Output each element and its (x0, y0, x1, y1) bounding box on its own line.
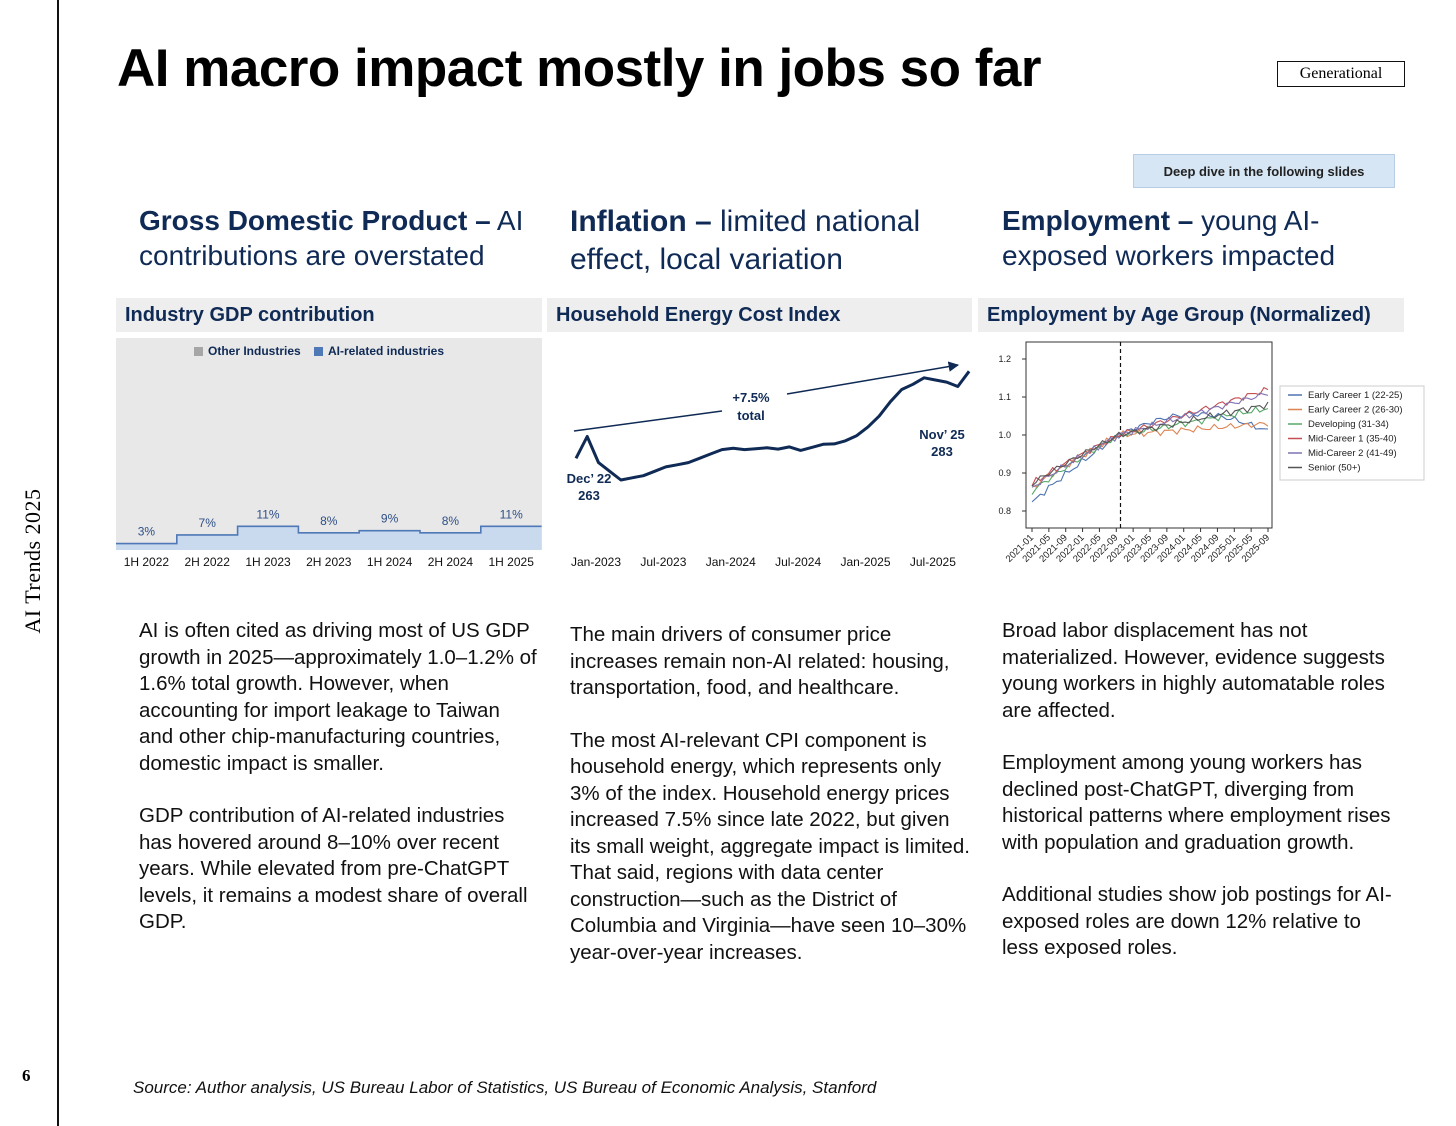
gdp-x-tick-label: 1H 2025 (489, 555, 535, 569)
trend-arrow-right (786, 361, 960, 395)
employment-y-tick-label: 0.8 (998, 506, 1011, 516)
gdp-data-label: 8% (442, 514, 460, 528)
energy-x-tick-label: Jan-2025 (840, 555, 890, 569)
gdp-x-tick-label: 1H 2022 (124, 555, 170, 569)
end-point-value: 283 (931, 444, 953, 459)
energy-x-tick-label: Jul-2025 (910, 555, 956, 569)
total-change-sublabel: total (737, 408, 764, 423)
gdp-data-label: 7% (199, 516, 217, 530)
gdp-x-tick-label: 1H 2024 (367, 555, 413, 569)
energy-chart-title: Household Energy Cost Index (547, 298, 972, 332)
legend-swatch-other (194, 347, 203, 356)
employment-heading: Employment – young AI-exposed workers im… (1002, 203, 1382, 273)
employment-series-line (1031, 411, 1269, 503)
employment-plot-frame (1025, 341, 1273, 529)
page-number: 6 (22, 1066, 31, 1085)
gdp-data-label: 8% (320, 514, 338, 528)
energy-chart: +7.5% total Dec’ 22 263 Nov’ 25 283 Jan-… (567, 361, 971, 569)
inflation-heading-bold: Inflation – (570, 205, 712, 238)
gdp-body: AI is often cited as driving most of US … (139, 618, 539, 962)
gdp-heading-rest: AI contributions are overstated (139, 205, 524, 271)
employment-chart-title: Employment by Age Group (Normalized) (978, 298, 1404, 332)
employment-y-tick-label: 1.1 (998, 392, 1011, 402)
gdp-paragraph: GDP contribution of AI-related industrie… (139, 804, 528, 933)
gdp-data-label: 3% (138, 525, 156, 539)
legend-label-ai: AI-related industries (328, 344, 444, 358)
page-title: AI macro impact mostly in jobs so far (117, 39, 1041, 98)
employment-paragraph: Additional studies show job postings for… (1002, 883, 1392, 959)
gdp-data-label: 9% (381, 512, 399, 526)
sidebar-title: AI Trends 2025 (20, 488, 45, 634)
legend-swatch-ai (314, 347, 323, 356)
gdp-x-tick-label: 2H 2023 (306, 555, 352, 569)
employment-y-tick-label: 0.9 (998, 468, 1011, 478)
employment-y-tick-label: 1.2 (998, 354, 1011, 364)
end-point-label: Nov’ 25 (919, 427, 965, 442)
gdp-data-label: 11% (500, 507, 523, 521)
employment-body: Broad labor displacement has not materia… (1002, 618, 1402, 988)
energy-x-tick-label: Jul-2023 (640, 555, 686, 569)
total-change-label: +7.5% (732, 390, 770, 405)
employment-legend-label: Mid-Career 2 (41-49) (1308, 448, 1397, 459)
trend-arrow-left (573, 410, 723, 432)
gdp-ai-area (116, 526, 542, 550)
gdp-x-tick-label: 2H 2024 (428, 555, 474, 569)
inflation-body: The main drivers of consumer price incre… (570, 622, 970, 992)
gdp-chart: Other Industries AI-related industries 3… (116, 338, 542, 569)
employment-paragraph: Broad labor displacement has not materia… (1002, 619, 1385, 722)
employment-heading-bold: Employment – (1002, 205, 1194, 236)
legend-label-other: Other Industries (208, 344, 301, 358)
sidebar-divider (57, 0, 59, 1126)
gdp-heading-bold: Gross Domestic Product – (139, 205, 491, 236)
inflation-heading-rest: limited national effect, local variation (570, 205, 921, 276)
gdp-ai-line (116, 525, 542, 545)
start-point-label: Dec’ 22 (567, 471, 612, 486)
energy-index-line (574, 370, 971, 482)
employment-chart: 0.80.91.01.11.22021-012021-052021-092022… (998, 341, 1425, 565)
gdp-heading: Gross Domestic Product – AI contribution… (139, 203, 534, 273)
employment-series-line (1031, 392, 1269, 488)
employment-series-line (1031, 401, 1269, 487)
inflation-paragraph: The main drivers of consumer price incre… (570, 623, 950, 699)
employment-legend-label: Early Career 2 (26-30) (1308, 405, 1403, 416)
brand-logo: Generational (1277, 61, 1405, 87)
deep-dive-callout: Deep dive in the following slides (1133, 154, 1395, 188)
inflation-paragraph: The most AI-relevant CPI component is ho… (570, 728, 970, 964)
gdp-paragraph: AI is often cited as driving most of US … (139, 619, 537, 775)
energy-x-tick-label: Jan-2024 (706, 555, 756, 569)
employment-legend-label: Early Career 1 (22-25) (1308, 390, 1403, 401)
employment-legend-label: Mid-Career 1 (35-40) (1308, 434, 1397, 445)
employment-heading-rest: young AI-exposed workers impacted (1002, 205, 1336, 271)
gdp-chart-title: Industry GDP contribution (116, 298, 542, 332)
source-note: Source: Author analysis, US Bureau Labor… (133, 1078, 877, 1097)
inflation-heading: Inflation – limited national effect, loc… (570, 203, 960, 279)
employment-legend-box (1279, 385, 1425, 481)
gdp-x-tick-label: 2H 2022 (185, 555, 231, 569)
employment-legend-label: Senior (50+) (1308, 463, 1361, 474)
start-point-value: 263 (578, 488, 600, 503)
gdp-x-tick-label: 1H 2023 (245, 555, 291, 569)
gdp-plot-background (116, 338, 542, 550)
employment-paragraph: Employment among young workers has decli… (1002, 751, 1391, 854)
employment-legend-label: Developing (31-34) (1308, 419, 1389, 430)
gdp-data-label: 11% (256, 507, 279, 521)
energy-x-tick-label: Jul-2024 (775, 555, 821, 569)
employment-y-tick-label: 1.0 (998, 430, 1011, 440)
energy-x-tick-label: Jan-2023 (571, 555, 621, 569)
